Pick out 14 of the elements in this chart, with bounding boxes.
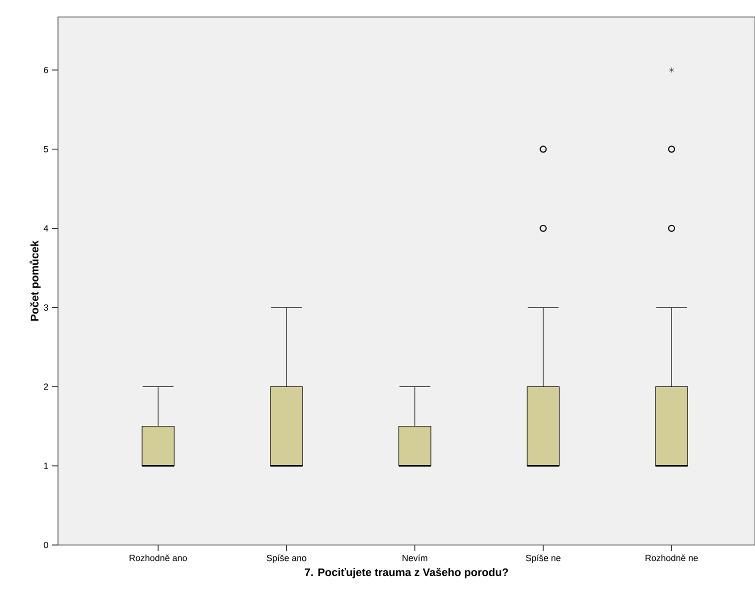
y-tick-label: 2 [44, 384, 48, 390]
y-tick-label: 1 [44, 462, 48, 469]
y-tick-label: 6 [44, 66, 48, 74]
x-tick-label: Rozhodně ne [646, 554, 698, 562]
y-tick-label: 3 [44, 304, 48, 311]
y-axis-title: Počet pomůcek [30, 240, 41, 321]
x-tick-label: Spíše ne [526, 554, 561, 563]
y-tick-label: 5 [44, 146, 48, 152]
x-tick-label: Rozhodně ano [130, 554, 187, 562]
x-axis-title: 7. Pociťujete trauma z Vašeho porodu? [304, 568, 508, 578]
y-tick-label: 0 [44, 542, 48, 548]
x-tick-label: Spíše ano [266, 554, 306, 563]
x-tick-label: Nevím [402, 554, 428, 562]
y-tick-label: 4 [44, 225, 48, 232]
